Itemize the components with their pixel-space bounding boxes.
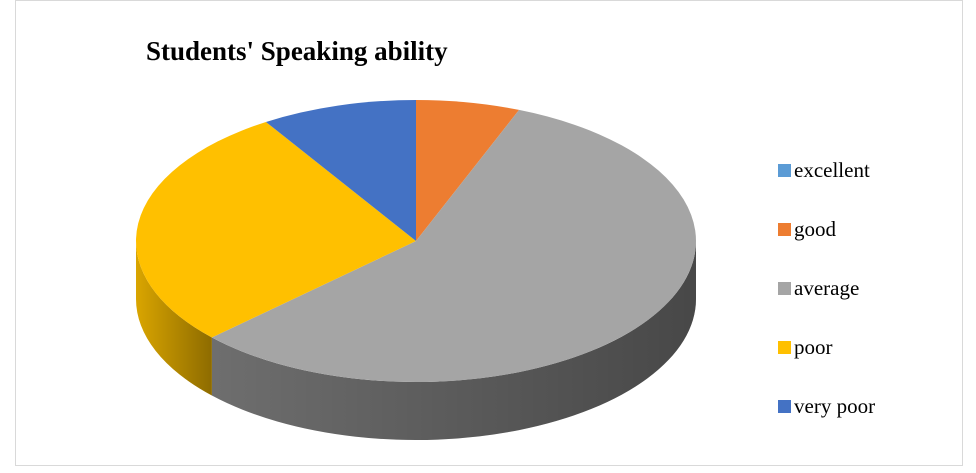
legend-label-average: average [794,275,860,300]
legend-swatch-average [778,281,791,295]
legend-swatch-good [778,222,791,236]
legend-item-excellent: excellent [778,150,870,190]
pie-sides [136,241,696,440]
pie-top [135,100,696,382]
pie-slice-good [416,100,520,241]
chart-title: Students' Speaking ability [146,36,448,66]
pie-slice-very-poor [265,100,416,241]
legend-swatch-excellent [778,163,791,177]
pie-side-shade-poor [136,241,212,396]
pie-slice-poor [135,121,416,338]
legend-label-excellent: excellent [794,157,870,182]
pie-side-shade-average [211,241,696,440]
legend-item-very-poor: very poor [778,386,875,426]
legend-label-good: good [794,216,836,241]
legend-label-poor: poor [794,334,833,359]
legend-item-good: good [778,209,836,249]
pie-slice-average [211,109,696,382]
legend-item-poor: poor [778,327,833,367]
legend-swatch-very-poor [778,399,791,413]
legend-label-very-poor: very poor [794,393,876,418]
legend-swatch-poor [778,340,791,354]
legend-item-average: average [778,268,859,308]
